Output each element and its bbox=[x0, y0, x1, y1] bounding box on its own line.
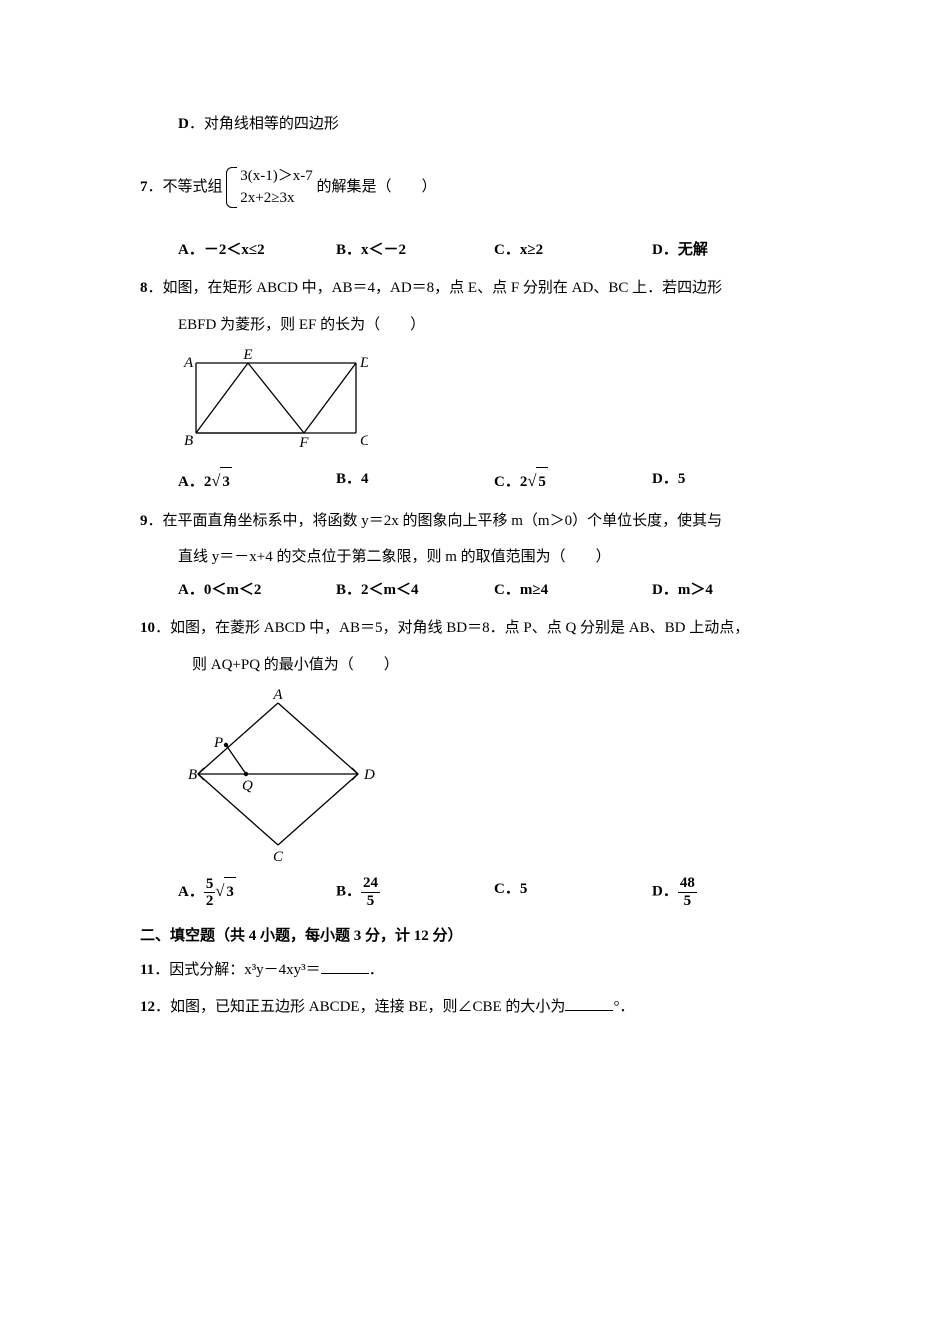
q7: 7．不等式组 3(x-1)＞x-7 2x+2≥3x 的解集是（ ） bbox=[140, 165, 810, 210]
q-stem-pre: ．不等式组 bbox=[148, 178, 223, 194]
q7-b: B．x＜－2 bbox=[336, 236, 494, 265]
svg-text:C: C bbox=[273, 849, 284, 865]
inequality-system: 3(x-1)＞x-7 2x+2≥3x bbox=[226, 165, 312, 210]
q8-options: A．23 B．4 C．25 D．5 bbox=[140, 465, 810, 497]
rectangle-diagram: A E D B F C bbox=[178, 345, 368, 455]
q7-c: C．x≥2 bbox=[494, 236, 652, 265]
svg-text:B: B bbox=[188, 767, 197, 783]
q9-d: D．m＞4 bbox=[652, 576, 810, 605]
q11-stem: ．因式分解：x³y－4xy³＝ bbox=[154, 962, 321, 978]
q11: 11．因式分解：x³y－4xy³＝． bbox=[140, 956, 810, 985]
q8-c: C．25 bbox=[494, 465, 652, 497]
q10-stem2: 则 AQ+PQ 的最小值为（ ） bbox=[192, 657, 399, 673]
q8-stem2-wrap: EBFD 为菱形，则 EF 的长为（ ） bbox=[140, 311, 810, 340]
sys-line1: 3(x-1)＞x-7 bbox=[240, 165, 312, 188]
q10-a: A．523 bbox=[178, 875, 336, 910]
q-stem-post: 的解集是（ ） bbox=[317, 178, 437, 194]
q-num: 12 bbox=[140, 999, 155, 1015]
q9-a: A．0＜m＜2 bbox=[178, 576, 336, 605]
blank bbox=[565, 995, 613, 1011]
q9-c: C．m≥4 bbox=[494, 576, 652, 605]
q7-a: A．－2＜x≤2 bbox=[178, 236, 336, 265]
section2-title: 二、填空题（共 4 小题，每小题 3 分，计 12 分） bbox=[140, 922, 810, 951]
q9-stem1: ．在平面直角坐标系中，将函数 y＝2x 的图象向上平移 m（m＞0）个单位长度，… bbox=[148, 513, 723, 529]
q10-b: B．245 bbox=[336, 875, 494, 910]
svg-text:Q: Q bbox=[242, 778, 253, 794]
q10-c: C．5 bbox=[494, 875, 652, 910]
svg-text:D: D bbox=[363, 767, 375, 783]
opt-label: D bbox=[178, 116, 189, 132]
svg-text:P: P bbox=[213, 735, 223, 751]
q9-options: A．0＜m＜2 B．2＜m＜4 C．m≥4 D．m＞4 bbox=[140, 576, 810, 605]
sys-line2: 2x+2≥3x bbox=[240, 187, 312, 210]
q-num: 9 bbox=[140, 513, 148, 529]
q7-d: D．无解 bbox=[652, 236, 810, 265]
q8-stem1: ．如图，在矩形 ABCD 中，AB＝4，AD＝8，点 E、点 F 分别在 AD、… bbox=[148, 280, 723, 296]
q10-d: D．485 bbox=[652, 875, 810, 910]
opt-text: ．对角线相等的四边形 bbox=[189, 116, 339, 132]
q10-stem2-wrap: 则 AQ+PQ 的最小值为（ ） bbox=[140, 651, 810, 680]
q10: 10．如图，在菱形 ABCD 中，AB＝5，对角线 BD＝8．点 P、点 Q 分… bbox=[140, 614, 810, 643]
q10-figure: A B C D P Q bbox=[178, 685, 810, 865]
rhombus-diagram: A B C D P Q bbox=[178, 685, 378, 865]
q8: 8．如图，在矩形 ABCD 中，AB＝4，AD＝8，点 E、点 F 分别在 AD… bbox=[140, 274, 810, 303]
svg-text:A: A bbox=[272, 687, 283, 703]
q9-stem2: 直线 y＝－x+4 的交点位于第二象限，则 m 的取值范围为（ ） bbox=[178, 549, 611, 565]
q-num: 11 bbox=[140, 962, 154, 978]
q-num: 10 bbox=[140, 620, 155, 636]
svg-text:A: A bbox=[183, 355, 194, 371]
q10-stem1: ．如图，在菱形 ABCD 中，AB＝5，对角线 BD＝8．点 P、点 Q 分别是… bbox=[155, 620, 749, 636]
svg-text:D: D bbox=[359, 355, 368, 371]
q8-a: A．23 bbox=[178, 465, 336, 497]
q8-b: B．4 bbox=[336, 465, 494, 497]
q8-d: D．5 bbox=[652, 465, 810, 497]
svg-text:C: C bbox=[360, 433, 368, 449]
svg-text:F: F bbox=[298, 435, 309, 451]
q-num: 7 bbox=[140, 178, 148, 194]
q9-b: B．2＜m＜4 bbox=[336, 576, 494, 605]
blank bbox=[321, 958, 369, 974]
q7-options: A．－2＜x≤2 B．x＜－2 C．x≥2 D．无解 bbox=[140, 236, 810, 265]
svg-text:B: B bbox=[184, 433, 193, 449]
q6-opt-d: D．对角线相等的四边形 bbox=[140, 110, 810, 139]
q9: 9．在平面直角坐标系中，将函数 y＝2x 的图象向上平移 m（m＞0）个单位长度… bbox=[140, 507, 810, 536]
svg-text:E: E bbox=[242, 347, 252, 363]
q8-stem2: EBFD 为菱形，则 EF 的长为（ ） bbox=[178, 317, 425, 333]
q8-figure: A E D B F C bbox=[178, 345, 810, 455]
q9-stem2-wrap: 直线 y＝－x+4 的交点位于第二象限，则 m 的取值范围为（ ） bbox=[140, 543, 810, 572]
q12: 12．如图，已知正五边形 ABCDE，连接 BE，则∠CBE 的大小为°． bbox=[140, 993, 810, 1022]
q10-options: A．523 B．245 C．5 D．485 bbox=[140, 875, 810, 910]
q-num: 8 bbox=[140, 280, 148, 296]
q12-stem: ．如图，已知正五边形 ABCDE，连接 BE，则∠CBE 的大小为 bbox=[155, 999, 565, 1015]
